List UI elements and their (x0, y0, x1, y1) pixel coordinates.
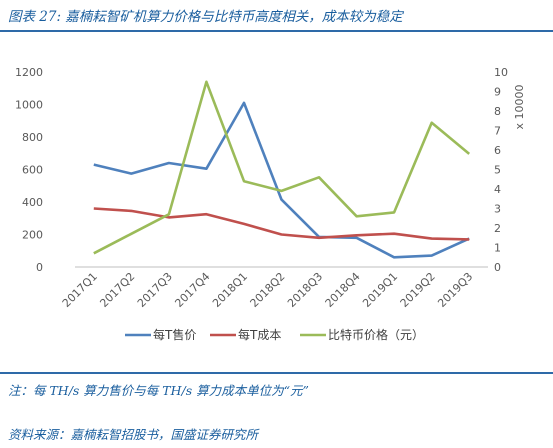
title-divider (0, 30, 553, 32)
right-tick-label: 2 (494, 222, 501, 235)
legend-label: 每T成本 (238, 327, 281, 342)
x-tick-label: 2017Q4 (172, 270, 212, 310)
line-chart: 0 200 400 600 800 1000 1200 0 1 2 3 4 5 6 7 8 9 10 x 1000… (15, 66, 526, 342)
x-tick-label: 2017Q2 (97, 270, 137, 310)
source-line: 资料来源：嘉楠耘智招股书，国盛证券研究所 (8, 427, 259, 442)
series-line (93, 207, 470, 241)
x-tick-label: 2018Q4 (323, 270, 363, 310)
x-axis-ticks: 2017Q12017Q22017Q32017Q42018Q12018Q22018… (60, 270, 476, 310)
x-tick-label: 2018Q2 (248, 270, 288, 310)
x-tick-label: 2018Q3 (285, 270, 325, 310)
right-tick-label: 3 (494, 203, 501, 216)
left-tick-label: 600 (22, 164, 43, 177)
right-tick-label: 0 (494, 261, 501, 274)
x-tick-label: 2018Q1 (210, 270, 250, 310)
series-lines (93, 80, 471, 259)
legend-label: 比特币价格（元） (328, 327, 424, 342)
x-tick-label: 2019Q1 (360, 270, 400, 310)
x-tick-label: 2019Q2 (398, 270, 438, 310)
right-tick-label: 1 (494, 242, 501, 255)
figure-title-bar: 图表 27: 嘉楠耘智矿机算力价格与比特币高度相关，成本较为稳定 (0, 0, 553, 30)
chart-legend: 每T售价 每T成本 比特币价格（元） (125, 327, 424, 342)
left-tick-label: 800 (22, 131, 43, 144)
x-tick-label: 2017Q3 (135, 270, 175, 310)
right-tick-label: 7 (494, 125, 501, 138)
left-tick-label: 0 (36, 261, 43, 274)
right-tick-label: 4 (494, 183, 501, 196)
right-tick-label: 9 (494, 86, 501, 99)
chart-note: 注：每 TH/s 算力售价与每 TH/s 算力成本单位为“元” (8, 383, 309, 398)
left-tick-label: 1000 (15, 99, 43, 112)
note-divider (0, 372, 553, 374)
right-tick-label: 8 (494, 105, 501, 118)
series-line (93, 101, 470, 259)
left-axis-ticks: 0 200 400 600 800 1000 1200 (15, 66, 43, 274)
right-axis-ticks: 0 1 2 3 4 5 6 7 8 9 10 x 10000 (494, 66, 526, 274)
legend-label: 每T售价 (153, 327, 196, 342)
right-tick-label: 10 (494, 66, 508, 79)
left-tick-label: 400 (22, 196, 43, 209)
left-tick-label: 1200 (15, 66, 43, 79)
series-line (93, 80, 471, 255)
right-tick-label: 5 (494, 164, 501, 177)
left-tick-label: 200 (22, 229, 43, 242)
x-tick-label: 2019Q3 (435, 270, 475, 310)
figure-title: 图表 27: 嘉楠耘智矿机算力价格与比特币高度相关，成本较为稳定 (8, 9, 403, 25)
right-axis-unit: x 10000 (513, 84, 526, 129)
right-tick-label: 6 (494, 144, 501, 157)
x-tick-label: 2017Q1 (60, 270, 100, 310)
